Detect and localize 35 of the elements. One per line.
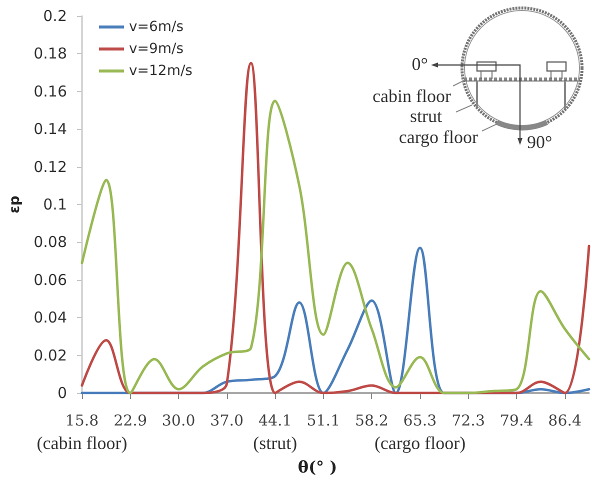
legend-label: v=12m/s xyxy=(129,63,192,79)
y-tick-label: 0 xyxy=(57,384,67,402)
y-tick-label: 0.14 xyxy=(34,120,67,138)
y-tick-label: 0.2 xyxy=(43,7,67,25)
x-tick-label: 44.1 xyxy=(258,412,292,430)
y-tick-label: 0.18 xyxy=(34,44,67,63)
annotation: cabin floor xyxy=(372,86,452,106)
x-tick-label: 58.2 xyxy=(355,412,388,430)
y-tick-label: 0.08 xyxy=(34,233,67,252)
x-tick-label: 30.0 xyxy=(162,412,196,430)
x-tick-label: 51.1 xyxy=(306,412,340,430)
text: (cabin floor) xyxy=(36,433,128,453)
y-tick-label: 0.02 xyxy=(34,346,67,364)
x-axis-title: θ(° ) xyxy=(298,458,338,476)
annotation: cargo floor xyxy=(398,127,478,147)
y-tick-label: 0.12 xyxy=(34,158,67,176)
legend-label: v=9m/s xyxy=(129,41,184,57)
annotation: strut xyxy=(410,106,442,126)
x-tick-label: 22.9 xyxy=(114,412,147,430)
y-tick-label: 0.04 xyxy=(34,308,67,327)
y-tick-label: 0.1 xyxy=(43,196,67,214)
x-tick-label: 65.3 xyxy=(403,412,437,430)
text: (cargo floor) xyxy=(374,433,466,453)
annotation: 90° xyxy=(527,132,552,152)
legend-label: v=6m/s xyxy=(129,19,184,35)
x-tick-label: 37.0 xyxy=(210,412,244,430)
x-tick-label: 86.4 xyxy=(548,412,582,430)
y-axis-title: εp xyxy=(7,196,23,214)
x-tick-label: 79.4 xyxy=(500,412,534,430)
y-tick-label: 0.16 xyxy=(34,82,67,100)
x-tick-label: 72.3 xyxy=(452,412,485,430)
text: (strut) xyxy=(253,433,298,453)
y-tick-label: 0.06 xyxy=(34,270,67,289)
x-tick-label: 15.8 xyxy=(65,412,99,430)
annotation: 0° xyxy=(412,54,428,74)
